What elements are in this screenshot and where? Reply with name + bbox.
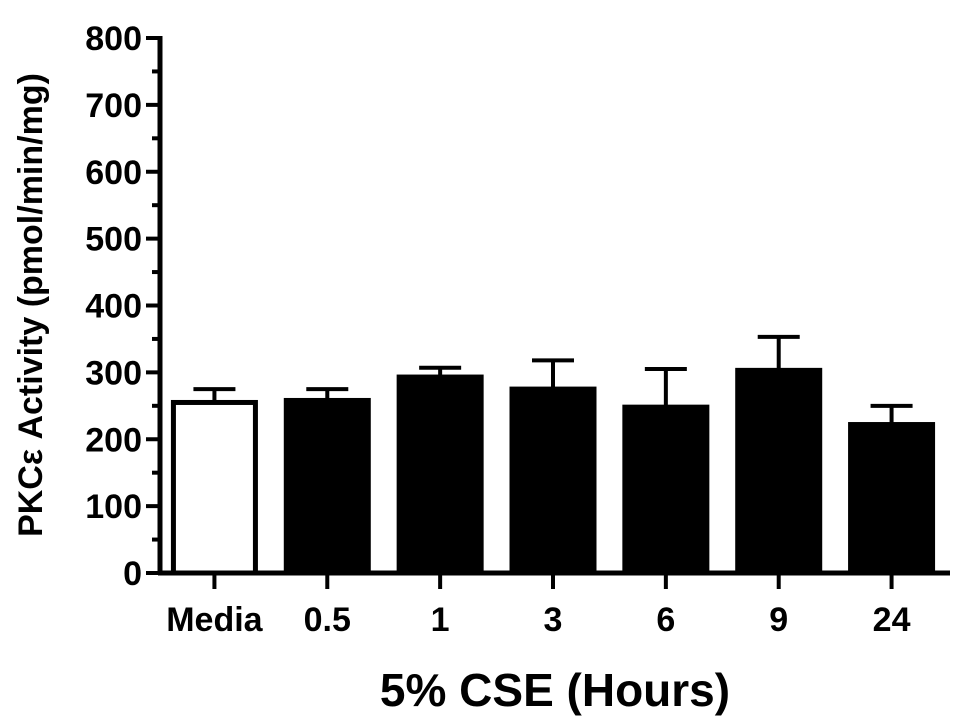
x-tick-label: 9	[769, 601, 788, 639]
x-axis-title: 5% CSE (Hours)	[380, 664, 730, 716]
bar	[622, 404, 710, 576]
y-tick-label: 500	[85, 221, 142, 259]
bar	[396, 374, 484, 576]
y-tick-label: 100	[85, 488, 142, 526]
y-tick-label: 300	[85, 354, 142, 392]
bar	[509, 386, 597, 576]
x-tick-label: 24	[873, 601, 911, 639]
y-tick-label: 800	[85, 20, 142, 58]
y-tick-label: 600	[85, 154, 142, 192]
y-axis-title: PKCε Activity (pmol/min/mg)	[12, 73, 50, 537]
bar	[170, 399, 258, 576]
y-tick-label: 0	[123, 555, 142, 593]
y-tick-label: 700	[85, 87, 142, 125]
x-tick-label: 3	[544, 601, 563, 639]
bar	[735, 367, 823, 576]
y-tick-label: 400	[85, 288, 142, 326]
y-tick-label: 200	[85, 421, 142, 459]
y-axis: 0 100 200 300 400 500 600 700 800	[85, 20, 163, 593]
x-axis: Media 0.5 1 3 6 9 24	[158, 570, 950, 639]
bar	[848, 422, 936, 576]
x-tick-label: Media	[166, 601, 263, 639]
bar	[283, 397, 371, 576]
x-tick-label: 1	[431, 601, 450, 639]
x-tick-label: 0.5	[304, 601, 351, 639]
x-tick-label: 6	[656, 601, 675, 639]
bars	[170, 334, 936, 576]
